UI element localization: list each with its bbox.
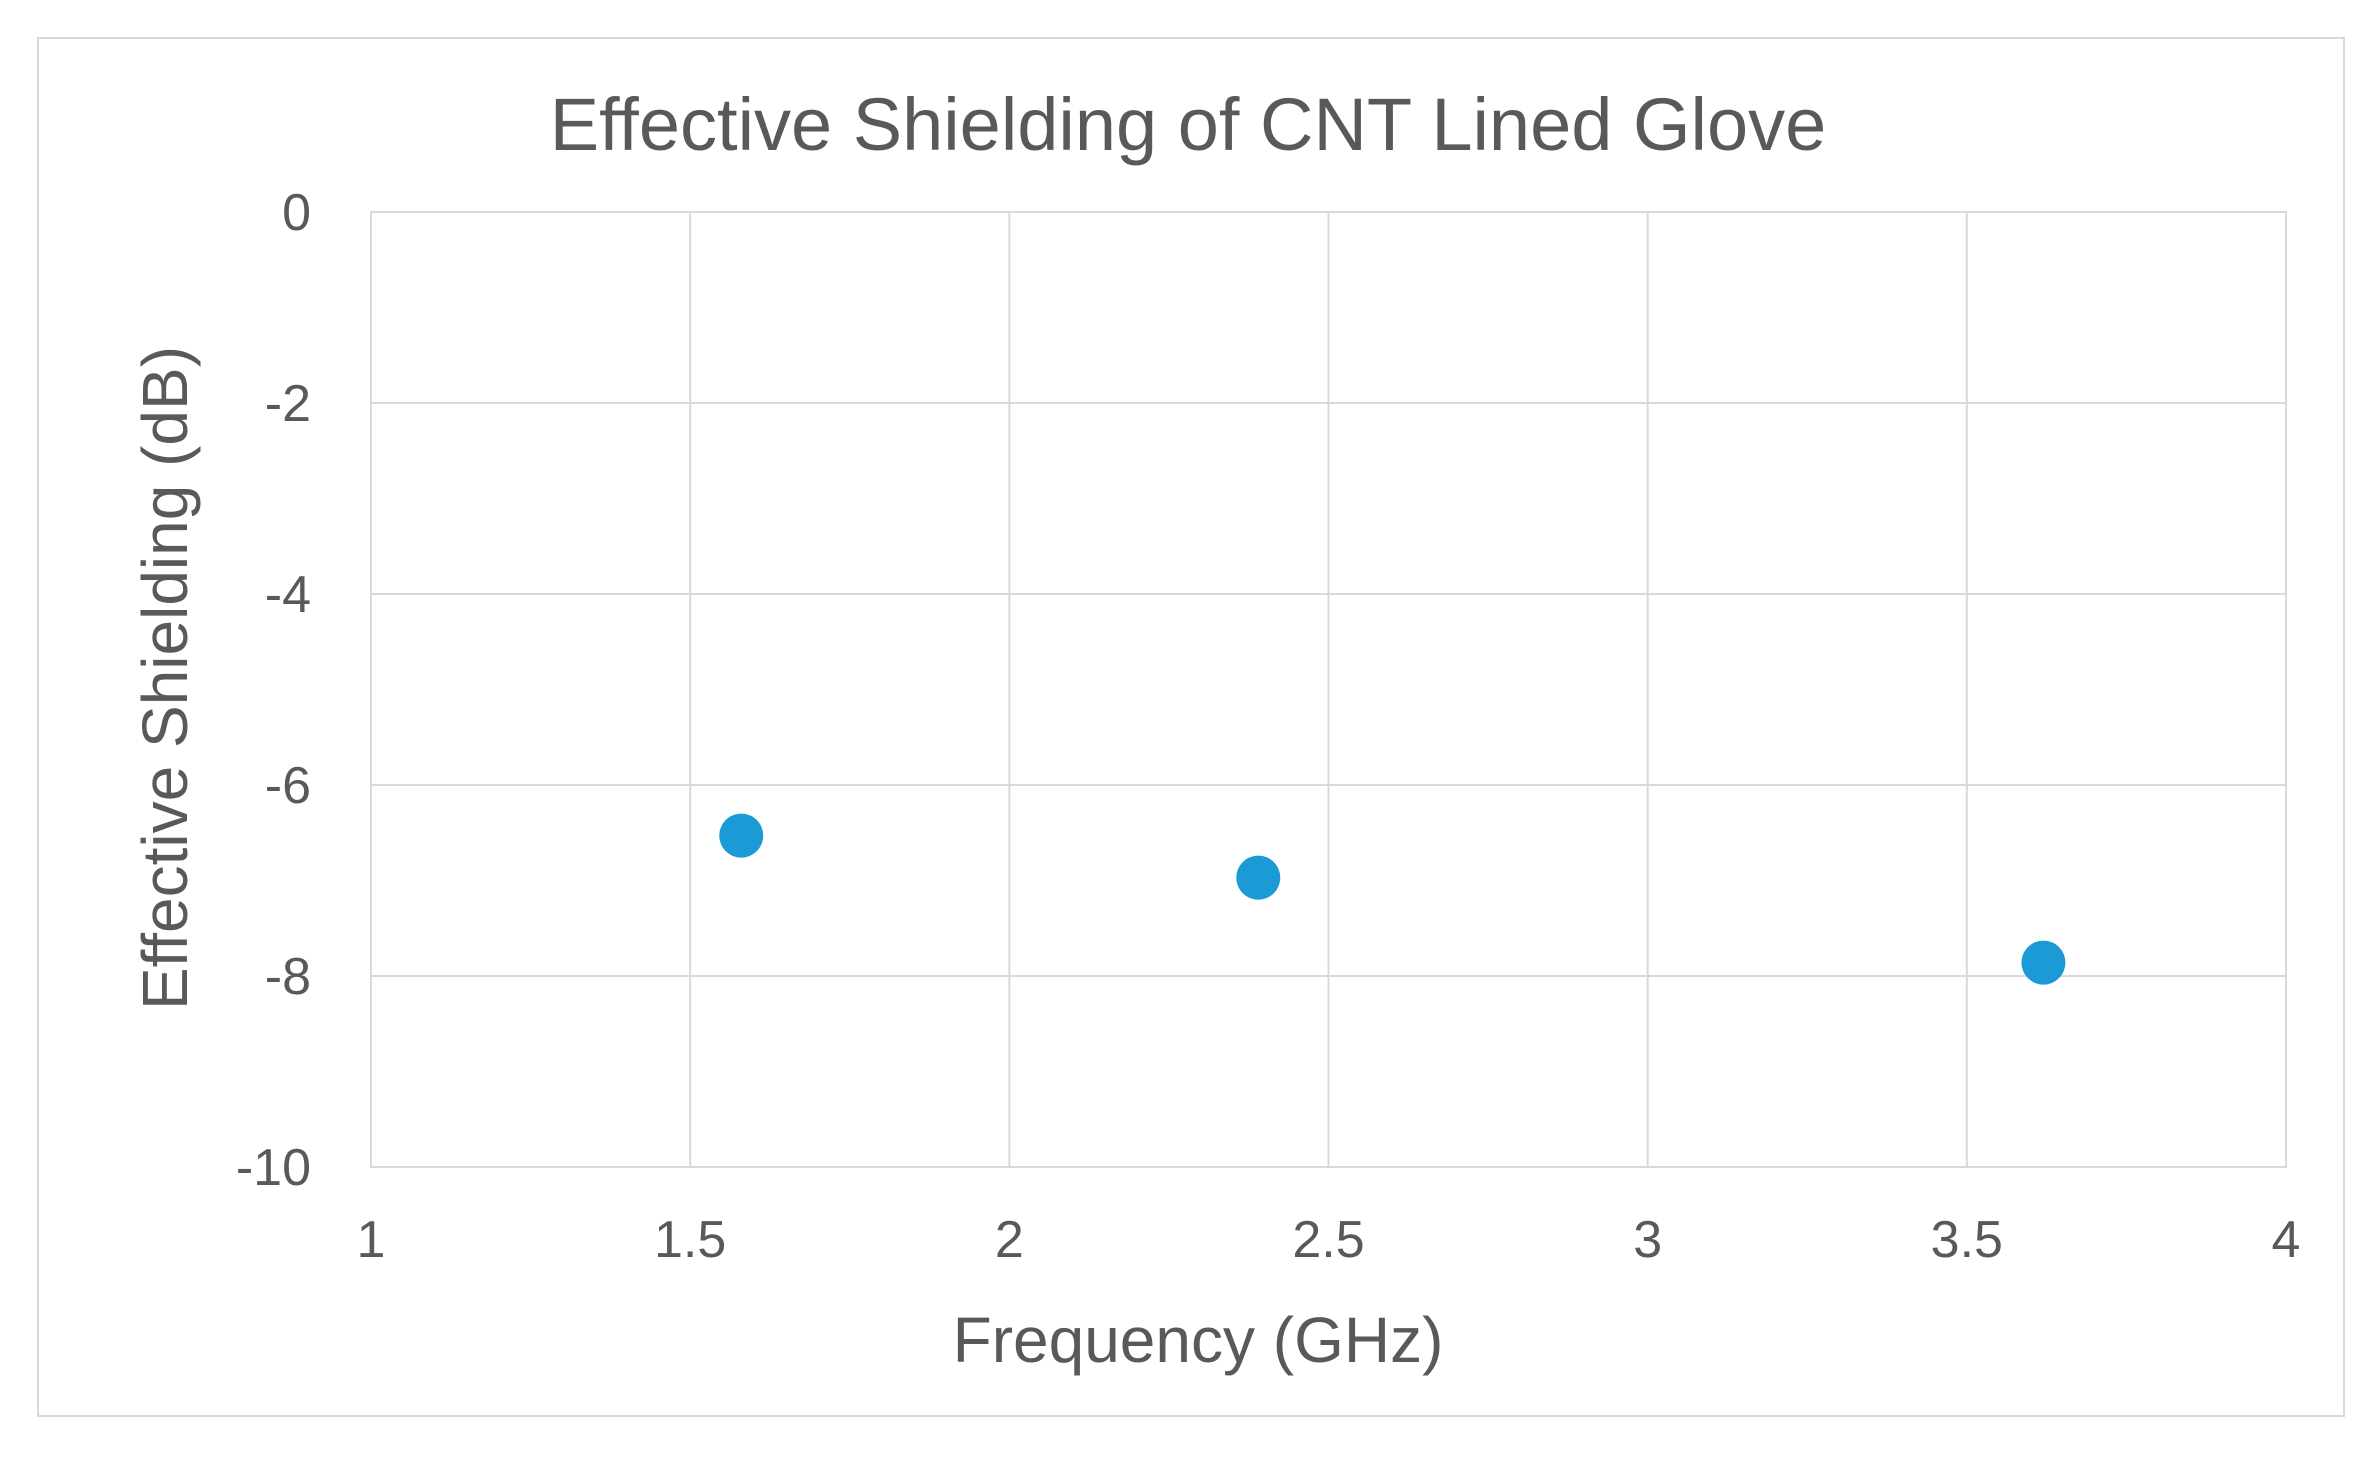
- x-axis-title: Frequency (GHz): [953, 1304, 1444, 1376]
- x-tick-label: 1.5: [654, 1211, 726, 1269]
- y-tick-label: -6: [265, 757, 311, 815]
- y-axis-ticks: 0 -2 -4 -6 -8 -10: [236, 184, 311, 1197]
- grid: [370, 211, 2287, 1168]
- plot-area-border: [370, 211, 2287, 1168]
- x-tick-label: 3: [1633, 1211, 1662, 1269]
- y-tick-label: 0: [282, 184, 311, 242]
- x-tick-label: 3.5: [1931, 1211, 2003, 1269]
- data-point: [2021, 940, 2066, 985]
- chart-frame: [37, 37, 2345, 1417]
- y-axis-title: Effective Shielding (dB): [129, 346, 201, 1010]
- y-tick-label: -8: [265, 948, 311, 1006]
- data-points: [719, 813, 2066, 985]
- x-tick-label: 1: [357, 1211, 386, 1269]
- x-axis-ticks: 1 1.5 2 2.5 3 3.5 4: [357, 1211, 2301, 1269]
- y-tick-label: -10: [236, 1139, 311, 1197]
- data-point: [1236, 855, 1281, 900]
- x-tick-label: 4: [2272, 1211, 2301, 1269]
- y-tick-label: -2: [265, 375, 311, 433]
- data-point: [719, 813, 764, 858]
- chart-title: Effective Shielding of CNT Lined Glove: [550, 83, 1827, 166]
- x-tick-label: 2: [995, 1211, 1024, 1269]
- y-tick-label: -4: [265, 566, 311, 624]
- x-tick-label: 2.5: [1292, 1211, 1364, 1269]
